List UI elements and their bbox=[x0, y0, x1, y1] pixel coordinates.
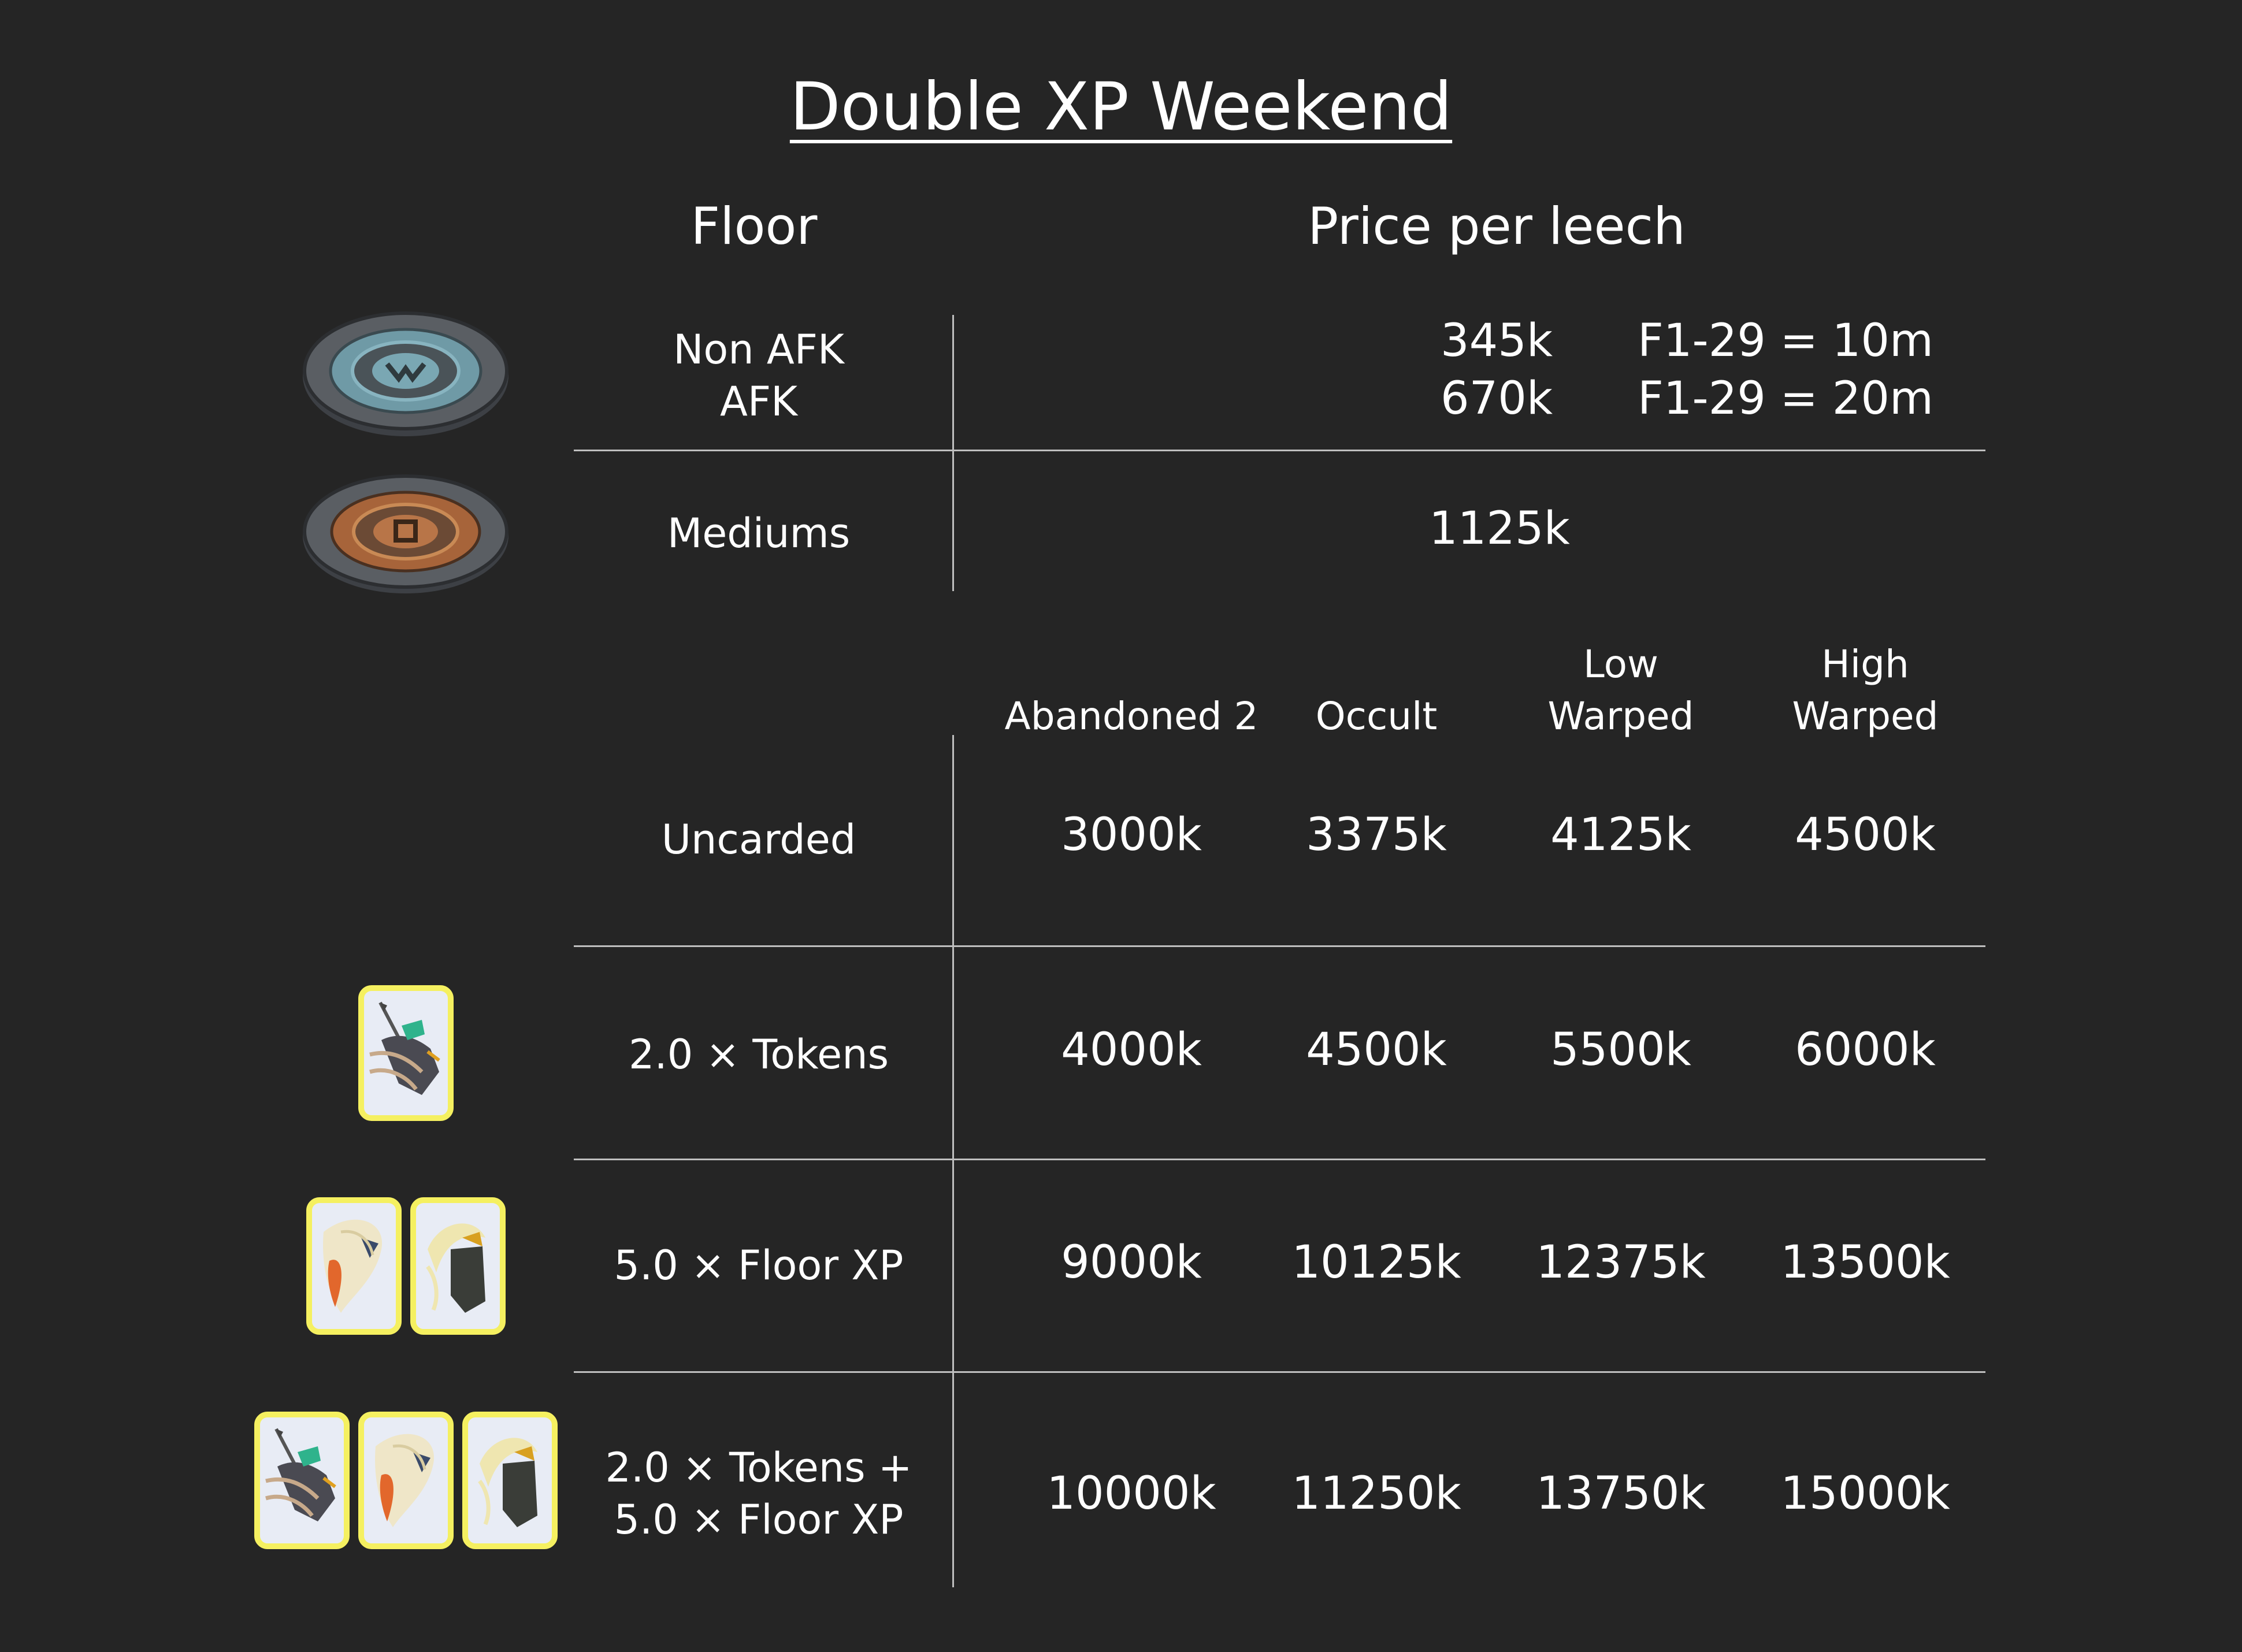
col-header-low-warped: Warped bbox=[1547, 694, 1694, 738]
table-divider-vertical bbox=[952, 735, 954, 1587]
row-label-tokens: 2.0 × Tokens bbox=[628, 1031, 889, 1078]
price-header: Price per leech bbox=[1308, 196, 1686, 256]
floor-divider-vertical bbox=[952, 315, 954, 591]
table-cell: 10000k bbox=[1046, 1468, 1216, 1520]
floor-xp-card-orange-icon bbox=[306, 1197, 402, 1335]
afk-label: AFK bbox=[719, 378, 798, 425]
floor-xp-card-dark-icon bbox=[462, 1412, 558, 1549]
token-card-icon bbox=[254, 1412, 350, 1549]
afk-note: F1-29 = 20m bbox=[1637, 373, 1934, 425]
non-afk-price: 345k bbox=[1440, 315, 1553, 367]
dungeoneering-portal-orange-icon bbox=[303, 474, 508, 593]
col-header-occult: Occult bbox=[1315, 694, 1438, 738]
dungeoneering-portal-blue-icon bbox=[303, 311, 508, 436]
row-divider-3 bbox=[574, 1371, 1985, 1373]
table-cell: 13500k bbox=[1780, 1237, 1950, 1289]
col-header-abandoned-2: Abandoned 2 bbox=[1004, 694, 1259, 738]
table-cell: 4500k bbox=[1306, 1024, 1447, 1076]
table-cell: 12375k bbox=[1536, 1237, 1706, 1289]
row-label-uncarded: Uncarded bbox=[661, 816, 856, 863]
col-header-low: Low bbox=[1583, 642, 1658, 686]
table-cell: 4125k bbox=[1550, 809, 1691, 861]
table-cell: 3000k bbox=[1061, 809, 1202, 861]
afk-price: 670k bbox=[1440, 373, 1553, 425]
col-header-high: High bbox=[1821, 642, 1909, 686]
token-card-icon bbox=[358, 985, 454, 1121]
table-cell: 4000k bbox=[1061, 1024, 1202, 1076]
table-cell: 10125k bbox=[1291, 1237, 1461, 1289]
floor-header: Floor bbox=[691, 196, 818, 256]
non-afk-label: Non AFK bbox=[673, 326, 844, 373]
table-cell: 15000k bbox=[1780, 1468, 1950, 1520]
row-divider-1 bbox=[574, 945, 1985, 947]
row-label-combo-line-2: 5.0 × Floor XP bbox=[614, 1496, 904, 1543]
row-divider-2 bbox=[574, 1159, 1985, 1160]
table-cell: 3375k bbox=[1306, 809, 1447, 861]
table-cell: 11250k bbox=[1291, 1468, 1461, 1520]
row-label-combo-line-1: 2.0 × Tokens + bbox=[605, 1444, 912, 1491]
table-cell: 9000k bbox=[1061, 1237, 1202, 1289]
page-title: Double XP Weekend bbox=[789, 68, 1453, 145]
floor-xp-card-dark-icon bbox=[410, 1197, 506, 1335]
floor-divider-horizontal bbox=[574, 450, 1985, 451]
table-cell: 4500k bbox=[1795, 809, 1936, 861]
table-cell: 5500k bbox=[1550, 1024, 1691, 1076]
col-header-high-warped: Warped bbox=[1792, 694, 1939, 738]
table-cell: 13750k bbox=[1536, 1468, 1706, 1520]
mediums-price: 1125k bbox=[1429, 503, 1570, 555]
non-afk-note: F1-29 = 10m bbox=[1637, 315, 1934, 367]
table-cell: 6000k bbox=[1795, 1024, 1936, 1076]
mediums-label: Mediums bbox=[667, 510, 851, 557]
floor-xp-card-orange-icon bbox=[358, 1412, 454, 1549]
row-label-floor-xp: 5.0 × Floor XP bbox=[614, 1242, 904, 1289]
